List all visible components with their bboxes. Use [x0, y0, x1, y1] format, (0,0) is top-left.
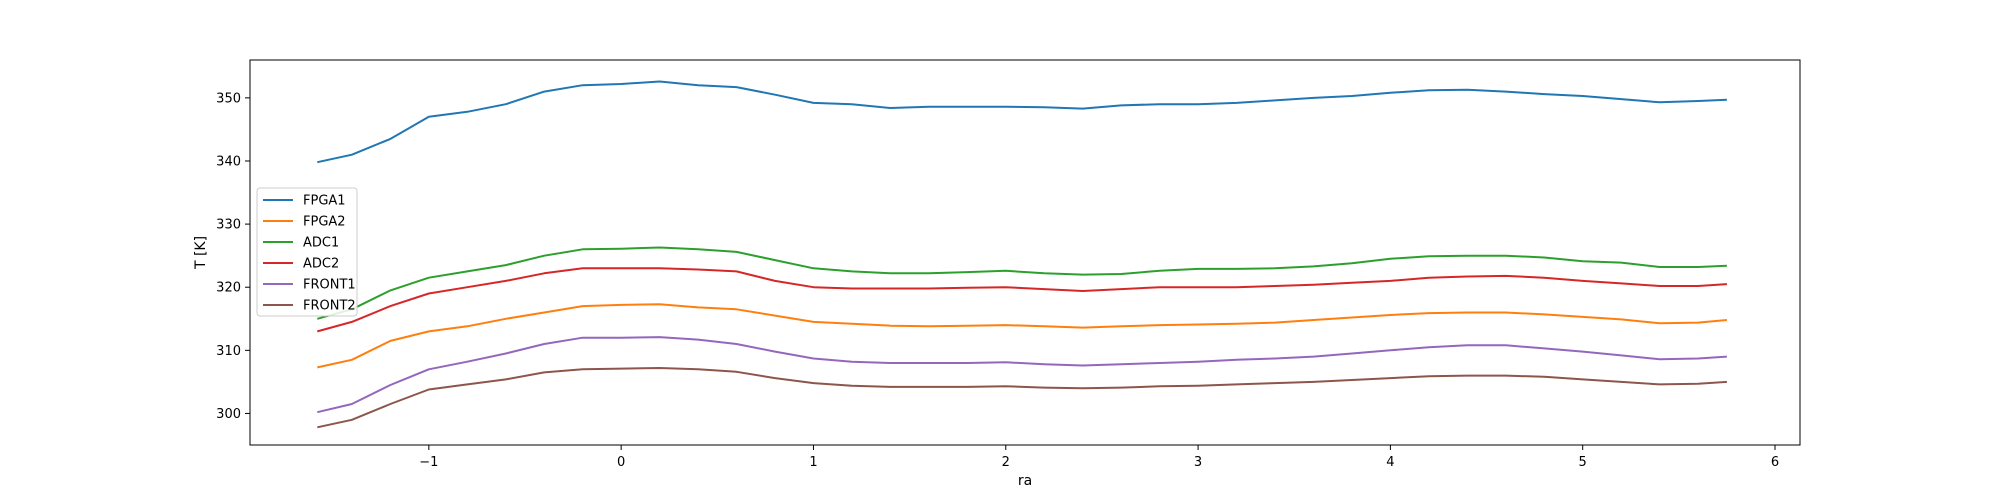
legend: FPGA1 FPGA2 ADC1 ADC2 FRONT1 FRONT2	[256, 187, 358, 317]
legend-label-front1: FRONT1	[303, 278, 356, 293]
legend-label-adc2: ADC2	[303, 257, 339, 272]
y-axis-ticks: 300 310 320 330 340 350	[216, 91, 250, 422]
y-tick-label: 300	[216, 407, 241, 422]
legend-label-adc1: ADC1	[303, 236, 339, 251]
legend-label-fpga1: FPGA1	[303, 194, 346, 209]
x-tick-label: −1	[419, 455, 438, 470]
x-tick-label: 0	[617, 455, 625, 470]
series-line-adc1	[317, 246, 1727, 320]
plot-frame	[249, 59, 1801, 446]
x-tick-label: 5	[1579, 455, 1587, 470]
series-line-adc2	[317, 267, 1727, 333]
x-tick-label: 6	[1771, 455, 1779, 470]
series-layer	[317, 80, 1727, 429]
x-tick-label: 1	[809, 455, 817, 470]
legend-label-fpga2: FPGA2	[303, 215, 346, 230]
y-tick-label: 330	[216, 218, 241, 233]
series-line-fpga1	[317, 80, 1727, 164]
legend-items: FPGA1 FPGA2 ADC1 ADC2 FRONT1 FRONT2	[263, 194, 356, 314]
y-tick-label: 340	[216, 154, 241, 169]
y-tick-label: 350	[216, 91, 241, 106]
x-axis-label: ra	[1018, 473, 1032, 489]
series-line-front1	[317, 336, 1727, 414]
series-line-front2	[317, 367, 1727, 429]
x-tick-label: 4	[1386, 455, 1394, 470]
y-tick-label: 310	[216, 344, 241, 359]
x-axis-ticks: −1 0 1 2 3 4 5 6	[419, 445, 1779, 470]
series-line-fpga2	[317, 303, 1727, 369]
x-tick-label: 3	[1194, 455, 1202, 470]
legend-label-front2: FRONT2	[303, 299, 356, 314]
y-tick-label: 320	[216, 281, 241, 296]
y-axis-label: T [K]	[193, 236, 209, 270]
x-tick-label: 2	[1002, 455, 1010, 470]
